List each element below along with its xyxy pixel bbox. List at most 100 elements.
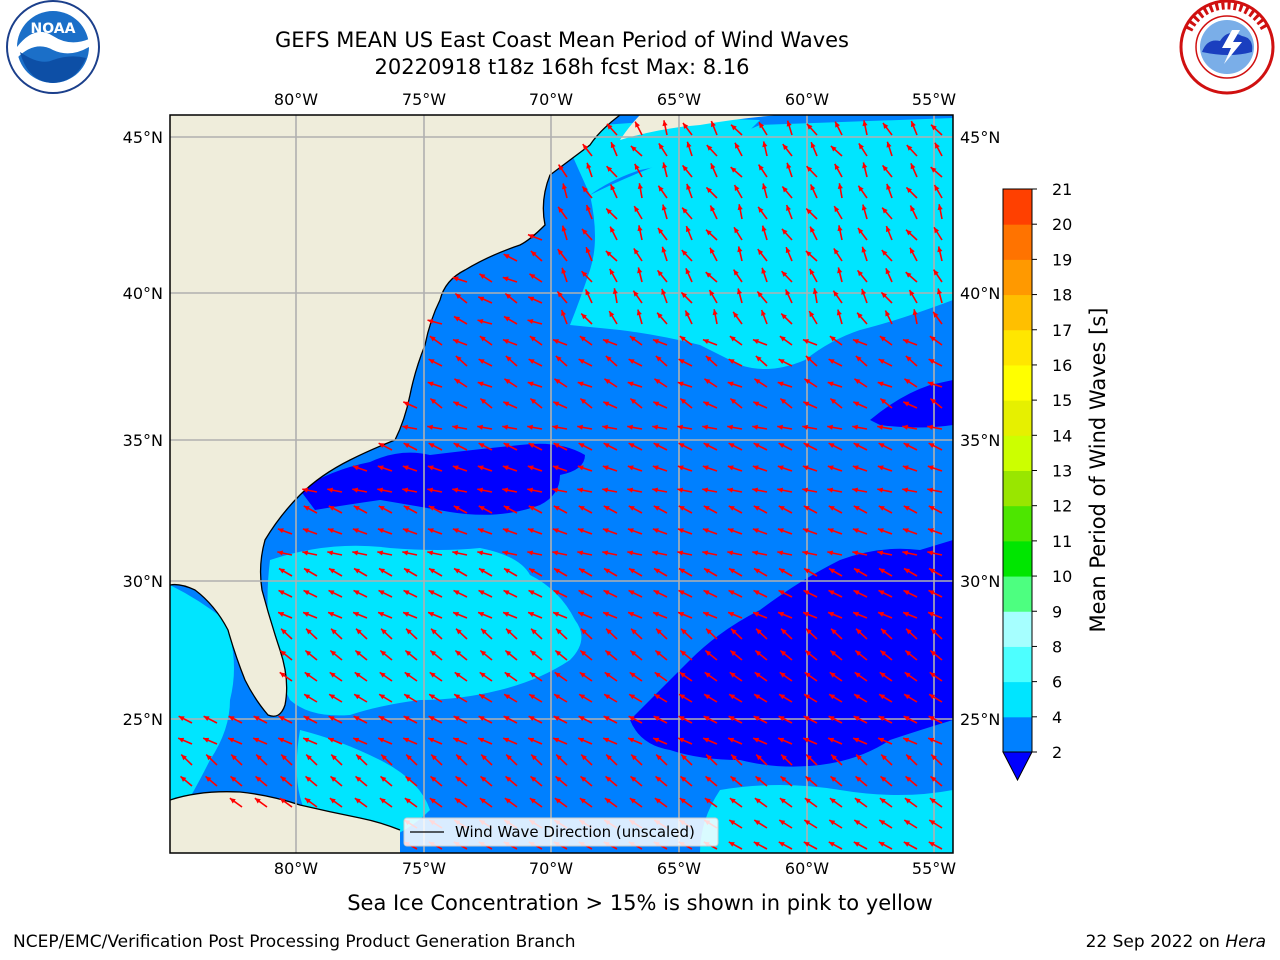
colorbar-band [1003,716,1032,753]
wind-arrow-head [478,737,485,743]
wind-arrow-head [606,754,612,761]
wind-arrow-head [929,336,936,342]
wind-arrow-head [829,694,836,700]
wind-arrow-head [561,309,566,316]
wind-arrow-head [728,505,735,511]
wind-arrow-head [677,550,684,556]
wind-arrow-head [528,296,535,302]
wind-arrow-head [582,186,588,193]
wind-arrow-head [452,276,459,282]
wind-arrow-head [728,443,735,448]
wind-wave-arrows [177,120,943,850]
sea-ice-note: Sea Ice Concentration > 15% is shown in … [347,891,933,915]
wind-arrow-head [582,144,589,151]
wind-arrow-head [403,401,410,407]
wind-arrow-head [853,505,860,511]
wind-arrow-head [502,550,509,556]
wind-arrow-head [927,465,934,471]
wind-arrow-head [730,776,737,782]
wind-arrow-head [429,694,436,700]
wind-arrow-head [877,381,884,387]
wind-arrow-head [352,528,359,534]
colorbar-tick-label: 4 [1052,708,1062,727]
wind-arrow-head [702,487,709,493]
wind-arrow-head [778,716,785,721]
wind-arrow-head [780,650,787,656]
land-cuba [170,791,400,853]
wind-arrow-head [729,798,736,804]
wind-arrow-head [777,487,784,493]
wind-arrow-head [662,162,668,169]
wind-arrow-head [255,776,262,782]
wind-arrow-head [428,443,435,448]
wind-arrow-head [586,204,591,211]
lat-label-left-0: 45°N [123,128,163,147]
wind-arrow-head [610,226,615,233]
wind-arrow-head [678,737,685,743]
wind-arrow-head [803,611,810,617]
wind-arrow-head [782,144,789,151]
wind-arrow-head [603,505,610,511]
wind-arrow-head [854,672,861,678]
wind-arrow-head [858,143,864,150]
credit-host: Hera [1225,932,1266,952]
wind-arrow-head [431,628,437,635]
wind-arrow-head [805,776,812,782]
colorbar-band [1003,611,1032,647]
wind-arrow-head [877,550,884,556]
wind-arrow-head [578,590,585,596]
wind-arrow-head [278,737,285,743]
wind-arrow-head [779,694,786,700]
wind-arrow-head [327,550,334,556]
wind-arrow-head [728,737,735,743]
wind-arrow-head [852,339,859,344]
wind-arrow-head [728,716,735,721]
wind-arrow-head [528,716,535,721]
wind-arrow-head [729,336,736,342]
wind-arrow-head [302,487,309,493]
wind-arrow-head [578,611,585,617]
wind-arrow-head [803,716,810,721]
wind-arrow-head [779,568,785,574]
wind-arrow-head [655,355,662,362]
wind-arrow-head [478,443,485,448]
wind-arrow-head [881,754,887,761]
wind-arrow-head [528,737,535,743]
wind-arrow-head [930,776,937,782]
wind-arrow-head [506,754,512,761]
wind-arrow-head [630,650,637,656]
wind-arrow-head [378,590,385,596]
wind-arrow-head [933,269,939,276]
wind-arrow-head [804,820,811,826]
wind-arrow-head [636,309,642,316]
wind-arrow-head [503,443,510,448]
wind-arrow-head [505,776,512,782]
wind-arrow-head [628,505,635,511]
wind-arrow-head [777,465,784,471]
wind-arrow-head [561,267,567,274]
wind-arrow-head [861,204,867,211]
wind-arrow-head [654,798,661,804]
wind-arrow-head [827,381,834,387]
wind-arrow-head [878,590,885,596]
wind-arrow-head [704,672,711,678]
wind-arrow-head [529,273,536,279]
wind-arrow-head [706,628,712,635]
wind-arrow-head [552,487,559,493]
wind-arrow-head [429,568,435,574]
wind-arrow-head [228,737,235,743]
colorbar-band [1003,400,1032,436]
colorbar-tick-label: 12 [1052,497,1072,516]
wind-arrow-head [930,398,937,404]
wind-arrow-head [402,424,409,430]
wind-arrow-head [804,568,810,574]
wind-arrow-head [828,841,835,847]
wind-arrow-head [703,401,710,407]
wind-arrow-head [706,754,712,761]
wind-arrow-head [553,401,560,407]
wind-arrow-head [728,590,735,596]
chart-title: GEFS MEAN US East Coast Mean Period of W… [275,28,849,52]
wind-arrow-head [857,270,863,277]
wind-arrow-head [377,487,384,493]
colorbar-tick-label: 13 [1052,462,1072,481]
